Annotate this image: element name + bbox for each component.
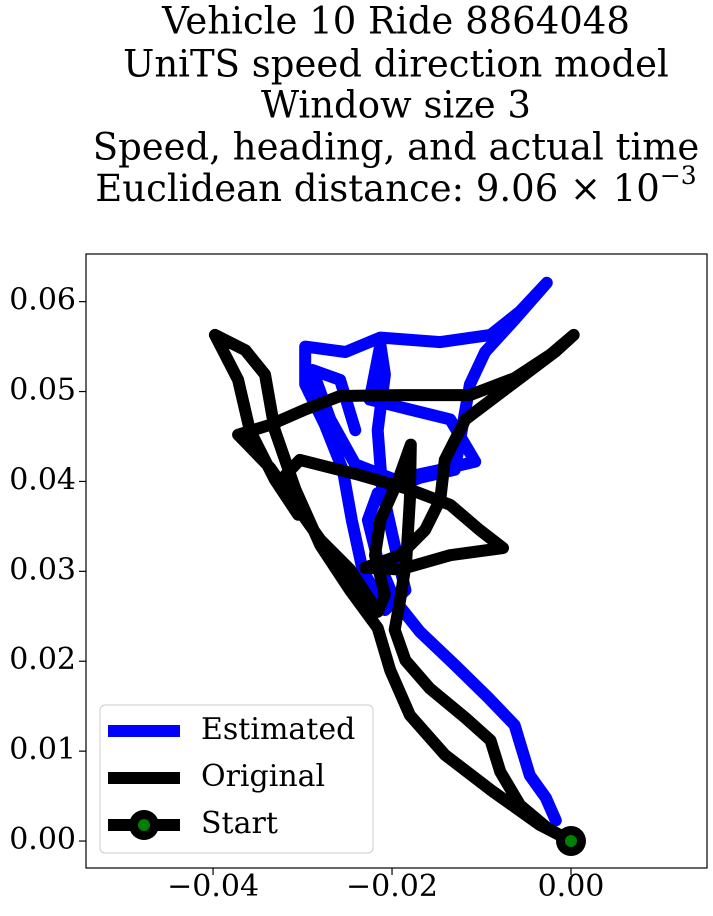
x-tick-label: −0.04 <box>167 869 259 904</box>
legend-label: Estimated <box>201 712 355 747</box>
y-tick-label: 0.00 <box>9 822 76 857</box>
title-line: UniTS speed direction model <box>123 43 669 86</box>
x-tick-label: 0.00 <box>538 869 605 904</box>
y-tick-label: 0.06 <box>9 283 76 318</box>
x-tick-label: −0.02 <box>346 869 438 904</box>
title-line: Speed, heading, and actual time <box>93 126 700 169</box>
title-line: Euclidean distance: 9.06 × 10−3 <box>95 161 696 210</box>
title-line: Euclidean distance: 9.06 × 10 <box>95 167 660 210</box>
y-tick-label: 0.05 <box>9 373 76 408</box>
axes-frame <box>85 253 708 869</box>
plot-area <box>208 276 580 847</box>
legend-label: Original <box>201 759 325 794</box>
trajectory-line <box>208 328 580 847</box>
title-line: Vehicle 10 Ride 8864048 <box>161 0 630 43</box>
title-line: Window size 3 <box>261 84 531 127</box>
y-tick-label: 0.01 <box>9 732 76 767</box>
legend: Estimated Original Start <box>99 704 374 854</box>
legend-marker-center <box>138 819 150 831</box>
title: Vehicle 10 Ride 8864048 UniTS speed dire… <box>93 0 700 210</box>
y-tick-label: 0.04 <box>9 462 76 497</box>
y-tick-label: 0.03 <box>9 552 76 587</box>
y-tick-label: 0.02 <box>9 642 76 677</box>
title-exponent: −3 <box>660 161 697 190</box>
start-marker-center <box>564 835 577 848</box>
legend-box <box>99 704 374 854</box>
legend-label: Start <box>201 806 278 841</box>
